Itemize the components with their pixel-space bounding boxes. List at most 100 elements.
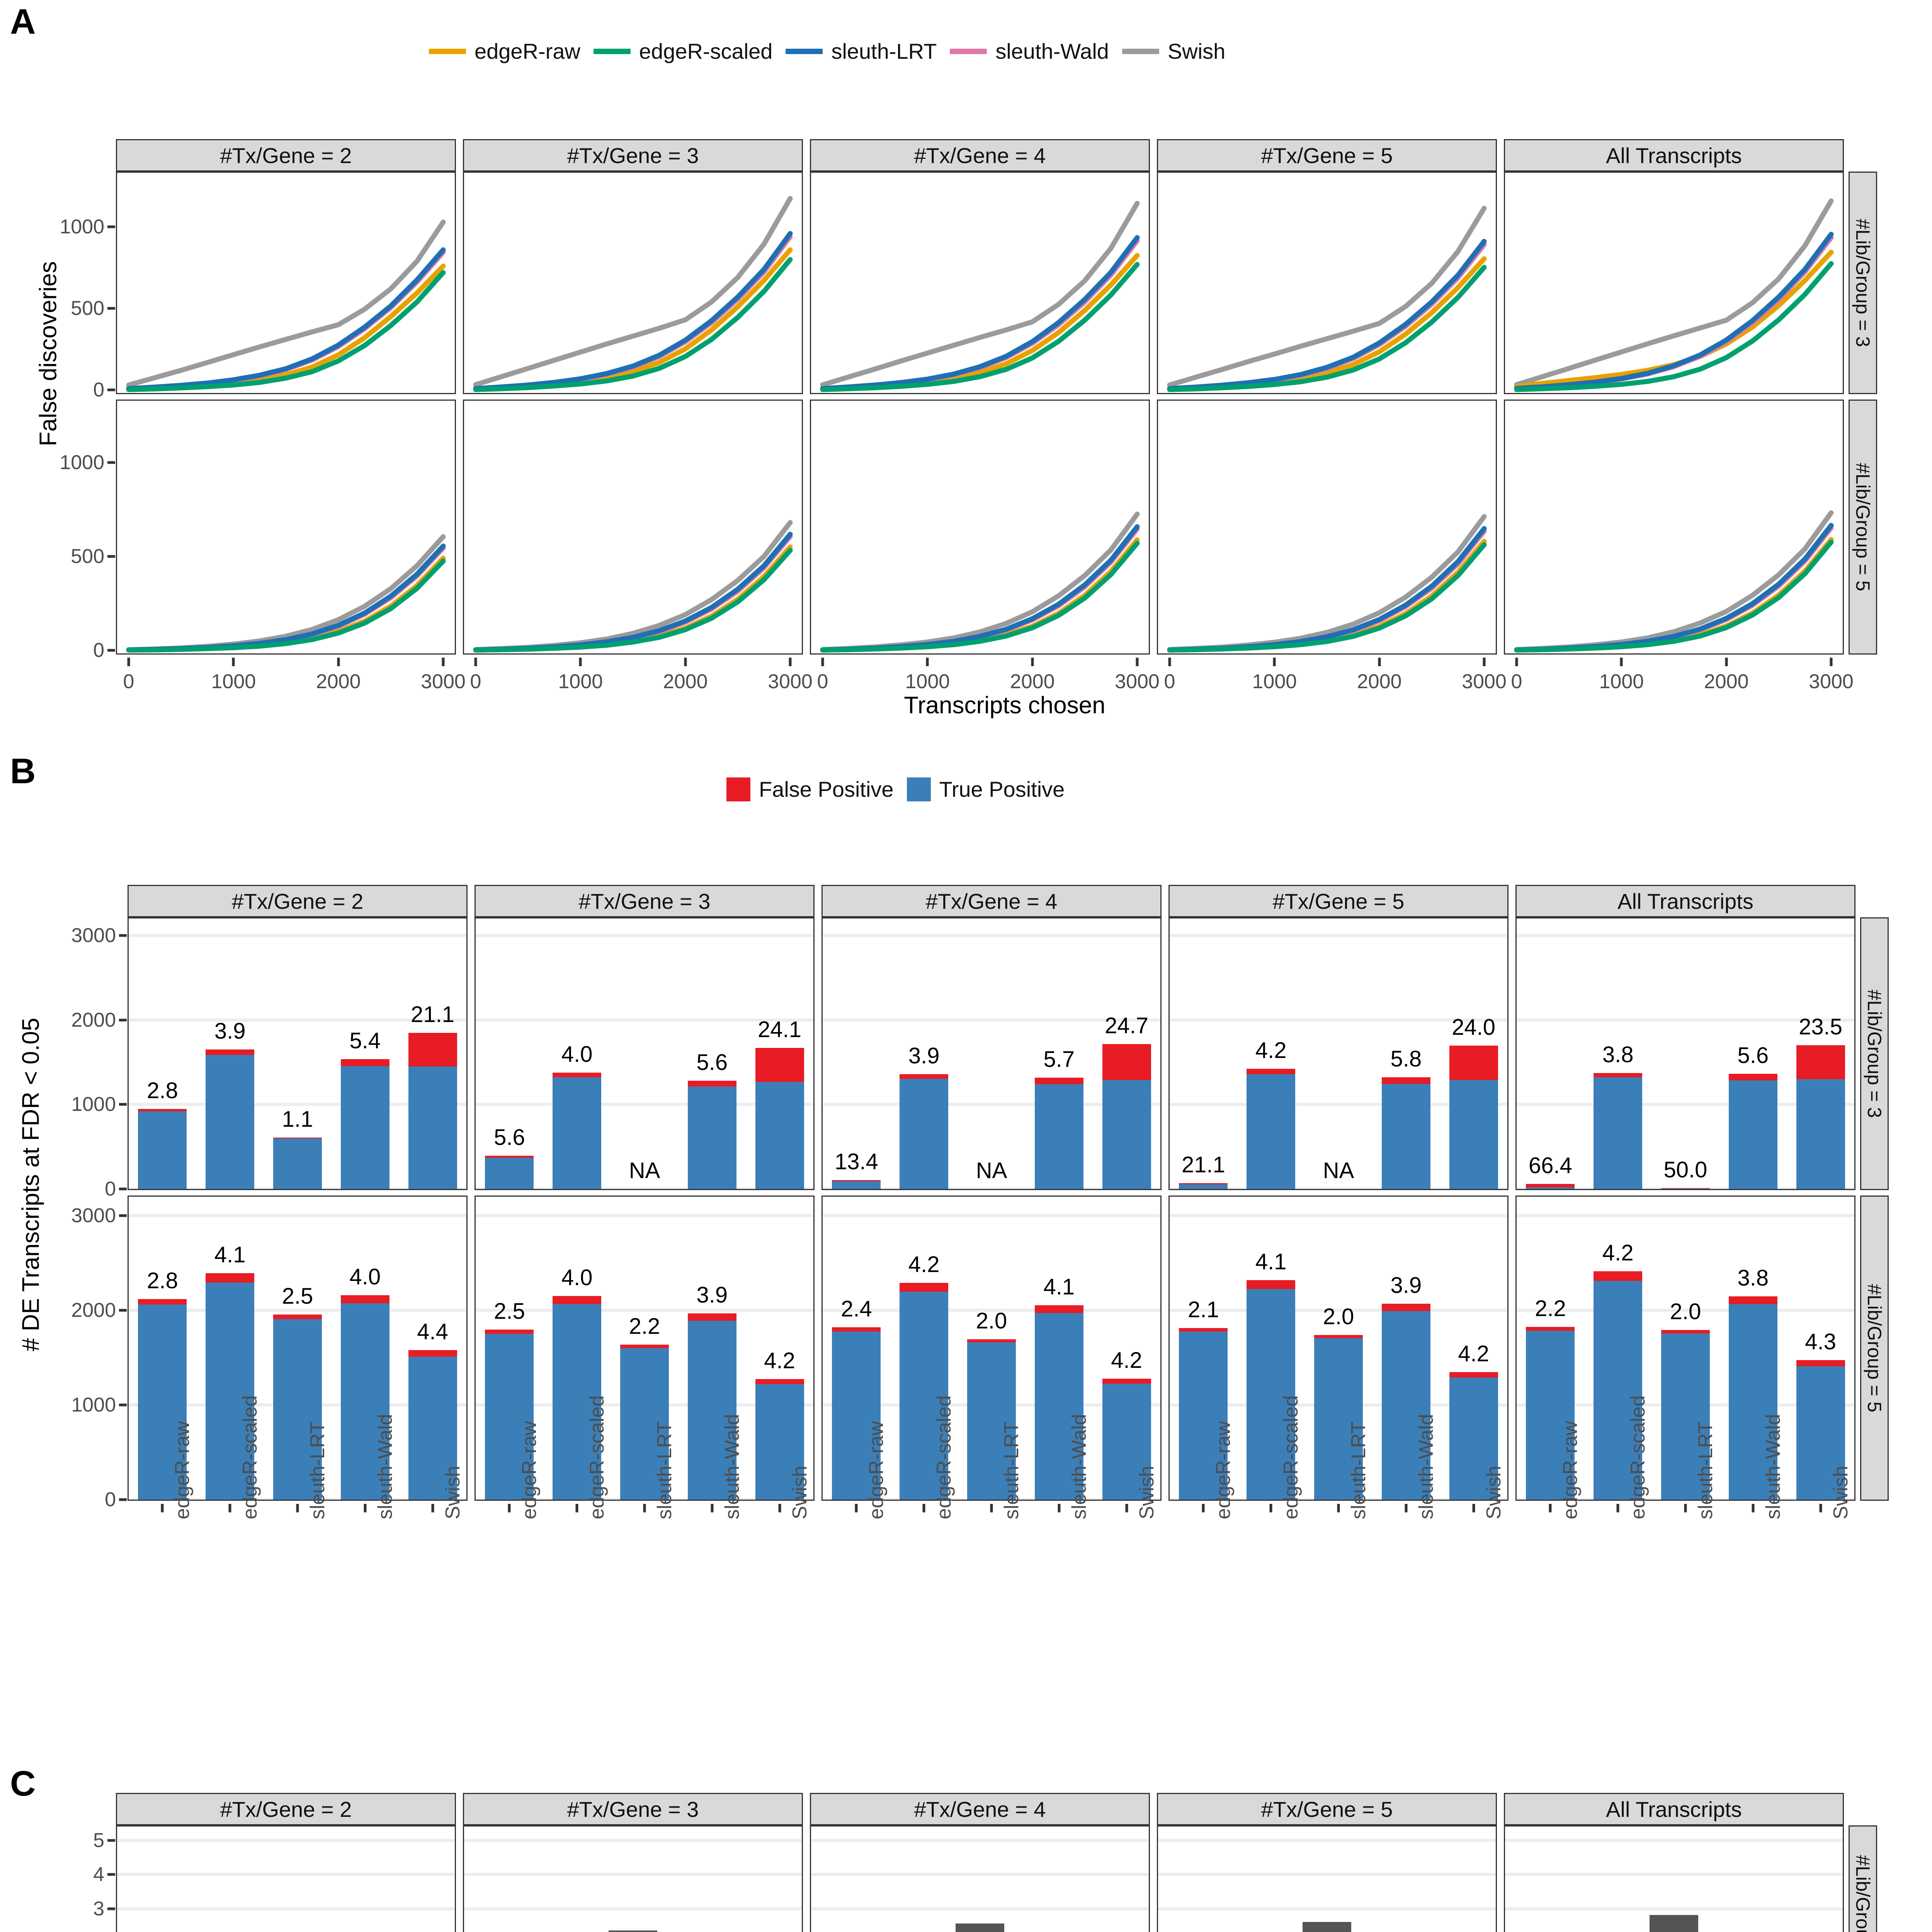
bar-value-label-edgeR-raw: 21.1 — [1181, 1152, 1225, 1177]
x-tick-label-0: 0 — [1164, 670, 1175, 693]
x-tick-label-3000: 3000 — [768, 670, 813, 693]
facet-strip-top-2: #Tx/Gene = 4 — [821, 885, 1162, 917]
x-tick-label-edgeR-raw: edgeR-raw — [1559, 1421, 1582, 1519]
gridline-3000 — [129, 934, 466, 937]
gridline-4 — [1505, 1873, 1843, 1876]
gridline-1000 — [1170, 1103, 1507, 1106]
bar-segment-true-positive — [206, 1282, 255, 1500]
bar-value-label-sleuth-LRT: 2.2 — [629, 1314, 660, 1339]
facet-lines — [126, 534, 446, 653]
bar-edgeR-scaled — [900, 1074, 949, 1189]
bar-segment-false-positive — [1381, 1077, 1430, 1084]
x-tick-label-edgeR-scaled: edgeR-scaled — [239, 1395, 262, 1519]
bar-segment-true-positive — [485, 1158, 534, 1189]
facet-strip-top-1: #Tx/Gene = 3 — [474, 885, 815, 917]
y-tick-mark-1000 — [119, 1103, 127, 1106]
gridline-3 — [464, 1907, 802, 1911]
bar-segment-true-positive — [1728, 1080, 1777, 1189]
x-tick-mark-sleuth-Wald — [1752, 1504, 1755, 1512]
bar-segment-false-positive — [340, 1059, 389, 1066]
line-edgeR-scaled — [473, 257, 793, 392]
gridline-5 — [464, 1838, 802, 1842]
bar-value-label-edgeR-raw: 2.8 — [147, 1268, 178, 1293]
bar-segment-true-positive — [340, 1303, 389, 1500]
x-tick-mark-Swish — [778, 1504, 781, 1512]
bar-value-label-Swish: 24.0 — [1452, 1014, 1496, 1040]
y-tick-mark-0 — [107, 649, 115, 652]
line-edgeR-scaled — [820, 262, 1140, 392]
gridline-4 — [811, 1873, 1149, 1876]
facet-lines — [1514, 198, 1834, 392]
bar-value-label-sleuth-Wald: 5.6 — [1737, 1043, 1769, 1068]
line-edgeR-scaled — [126, 270, 446, 392]
bar-segment-false-positive — [408, 1033, 457, 1066]
gridline-2000 — [129, 1018, 466, 1022]
bar-edgeR-raw — [485, 1330, 534, 1500]
x-tick-label-edgeR-raw: edgeR-raw — [865, 1421, 888, 1519]
bar-segment-false-positive — [755, 1379, 804, 1384]
gridline-5 — [1505, 1838, 1843, 1842]
bar-sleuth-Wald — [1728, 1074, 1777, 1189]
y-tick-label-1000: 1000 — [71, 1394, 116, 1416]
line-Swish — [1167, 206, 1487, 388]
y-tick-mark-500 — [107, 307, 115, 310]
gridline-2000 — [1170, 1018, 1507, 1022]
gridline-3 — [1158, 1907, 1496, 1911]
bar-segment-false-positive — [832, 1327, 881, 1332]
bar-Swish — [1102, 1044, 1151, 1189]
bar-segment-false-positive — [206, 1049, 255, 1055]
bar-Swish — [1449, 1372, 1498, 1500]
bar-value-label-Swish: 21.1 — [411, 1002, 455, 1027]
gridline-2000 — [823, 1018, 1160, 1022]
facet-strip-top-3: #Tx/Gene = 5 — [1157, 139, 1497, 172]
gridline-3 — [1505, 1907, 1843, 1911]
legend-item-edgeR-raw: edgeR-raw — [429, 39, 580, 64]
line-edgeR-scaled — [1167, 265, 1487, 392]
x-tick-mark-1000 — [926, 658, 929, 666]
bar-sleuth-Wald — [687, 1080, 736, 1189]
x-tick-label-2000: 2000 — [1357, 670, 1402, 693]
y-tick-mark-0 — [107, 388, 115, 391]
facet-strip-top-0: #Tx/Gene = 2 — [116, 1793, 456, 1825]
bar-segment-false-positive — [1102, 1378, 1151, 1384]
gridline-1000 — [129, 1103, 466, 1106]
bar-segment-false-positive — [273, 1315, 322, 1320]
x-tick-mark-1000 — [579, 658, 582, 666]
bar-edgeR-scaled — [1247, 1069, 1296, 1189]
bar-sleuth-Wald — [340, 1295, 389, 1500]
bar-segment-true-positive — [1247, 1289, 1296, 1500]
x-tick-mark-sleuth-LRT — [296, 1504, 299, 1512]
facet-strip-top-2: #Tx/Gene = 4 — [810, 139, 1150, 172]
facet-lines — [126, 219, 446, 392]
y-tick-label-5: 5 — [93, 1829, 104, 1852]
bar-segment-false-positive — [1102, 1044, 1151, 1080]
panel-letter-c: C — [10, 1764, 36, 1803]
x-tick-mark-edgeR-scaled — [1616, 1504, 1619, 1512]
x-tick-mark-3000 — [789, 658, 792, 666]
x-tick-mark-edgeR-raw — [508, 1504, 511, 1512]
bar-edgeR-scaled — [553, 1296, 602, 1500]
facet-panel-r0-c2 — [810, 1825, 1150, 1932]
legend-line-Swish — [1122, 48, 1159, 54]
bar-segment-false-positive — [485, 1156, 534, 1158]
gridline-4 — [117, 1873, 455, 1876]
facet-strip-top-3: #Tx/Gene = 5 — [1157, 1793, 1497, 1825]
x-tick-label-3000: 3000 — [421, 670, 466, 693]
bar-segment-false-positive — [1381, 1303, 1430, 1311]
gridline-3000 — [823, 1214, 1160, 1217]
bar-segment-true-positive — [1661, 1333, 1710, 1500]
bar-sleuth-LRT — [967, 1339, 1016, 1500]
line-Swish — [820, 201, 1140, 388]
facet-panel-r0-c0 — [116, 1825, 456, 1932]
bar-value-label-sleuth-Wald: 5.7 — [1043, 1047, 1075, 1072]
x-tick-mark-Swish — [431, 1504, 434, 1512]
bar-value-label-Swish: 4.3 — [1805, 1329, 1836, 1355]
bar-sleuth-Wald — [1728, 1296, 1777, 1500]
x-tick-label-2000: 2000 — [1704, 670, 1749, 693]
bar-segment-true-positive — [1247, 1074, 1296, 1189]
x-tick-label-sleuth-LRT: sleuth-LRT — [306, 1421, 329, 1519]
x-tick-mark-2000 — [1725, 658, 1728, 666]
panel-letter-a: A — [10, 2, 36, 41]
legend-label-sleuth-LRT: sleuth-LRT — [831, 39, 937, 63]
bar-edgeR-scaled — [1247, 1280, 1296, 1500]
